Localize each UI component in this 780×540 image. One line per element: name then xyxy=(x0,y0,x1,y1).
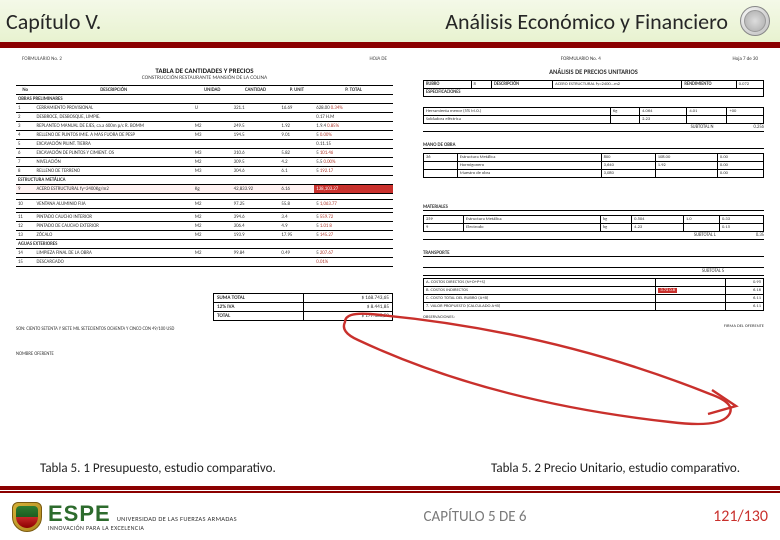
left-title: TABLA DE CANTIDADES Y PRECIOS xyxy=(16,66,393,75)
table-row: 10VENTANA ALUMINIO FIJAM297.2555.85 1,06… xyxy=(16,200,393,209)
table-row: 5EXCAVACIÓN PILINT. TIERRA0.11.15 xyxy=(16,140,393,149)
table-row: 15DESCARGADO 0.01% xyxy=(16,258,393,267)
table-row: 12PINTADO DE CAUCHO EXTERIORM2306.44.95 … xyxy=(16,222,393,231)
totals-box: SUMA TOTAL$ 168.743,65 12% IVA$ 8.441,85… xyxy=(213,293,393,321)
logo-espe: ESPE UNIVERSIDAD DE LAS FUERZAS ARMADAS … xyxy=(12,501,237,532)
seal-icon xyxy=(740,6,770,36)
content-area: FORMULARIO No. 2 HOJA DE TABLA DE CANTID… xyxy=(0,48,780,484)
right-observations: OBSERVACIONES: xyxy=(423,315,764,320)
totals-note: SON: CIENTO SETENTA Y SIETE MIL SETECIEN… xyxy=(16,327,393,332)
page-number: 121/130 xyxy=(713,507,768,526)
apu-header-table: RUBRO 8 DESCRIPCIÓN ACERO ESTRUCTURAL fy… xyxy=(423,80,764,97)
right-hoja: Hoja 7 de 30 xyxy=(733,56,758,62)
slide-header: Capítulo V. Análisis Económico y Financi… xyxy=(0,0,780,44)
section-title: Análisis Económico y Financiero xyxy=(445,8,728,35)
budget-header-row: No DESCRIPCIÓN UNIDAD CANTIDAD P. UNIT P… xyxy=(16,86,393,95)
right-title: ANÁLISIS DE PRECIOS UNITARIOS xyxy=(423,68,764,76)
table-row: 6EXCAVACIÓN DE PLINTOS Y CIMIENT. OSM331… xyxy=(16,149,393,158)
caption-right: Tabla 5. 2 Precio Unitario, estudio comp… xyxy=(491,461,740,476)
chapter-title: Capítulo V. xyxy=(6,8,101,35)
budget-table: No DESCRIPCIÓN UNIDAD CANTIDAD P. UNIT P… xyxy=(16,85,393,267)
signature-label: NOMBRE OFERENTE xyxy=(16,352,393,357)
table-row: 14LIMPIEZA FINAL DE LA OBRAM299.840.495 … xyxy=(16,249,393,258)
espe-university: UNIVERSIDAD DE LAS FUERZAS ARMADAS xyxy=(117,515,237,523)
table-row: 7NIVELACIÓNM2309.54.25.5 0.00% xyxy=(16,158,393,167)
apu-summary: A. COSTOS DIRECTOS (N+O+P+S)0.95B. COSTO… xyxy=(423,278,764,311)
table-row: 11PINTADO CAUCHO INTERIORM2394.63.45 559… xyxy=(16,213,393,222)
left-form-label: FORMULARIO No. 2 xyxy=(22,56,62,62)
left-document: FORMULARIO No. 2 HOJA DE TABLA DE CANTID… xyxy=(16,56,393,484)
block-transporte: TRANSPORTE SUBTOTAL S xyxy=(423,250,764,276)
right-document: FORMULARIO No. 4 Hoja 7 de 30 ANÁLISIS D… xyxy=(423,56,764,484)
table-row: 9ACERO ESTRUCTURAL fy=2400Kg/m2Kg42,833.… xyxy=(16,185,393,194)
left-hoja: HOJA DE xyxy=(370,56,387,62)
right-signature: FIRMA DEL OFERENTE xyxy=(423,324,764,329)
table-row: 13ZÓCALOM2193.917.955 145.27 xyxy=(16,231,393,240)
chapter-indicator: CAPÍTULO 5 DE 6 xyxy=(424,508,527,526)
left-subtitle: CONSTRUCCIÓN RESTAURANTE MANSIÓN DE LA C… xyxy=(16,75,393,81)
table-row: 2DESBROCE, DESBOSQUE, LIMPIE.0.17 H.M xyxy=(16,113,393,122)
captions-row: Tabla 5. 1 Presupuesto, estudio comparat… xyxy=(0,461,780,476)
block-mano-obra: MANO DE OBRA 36Estructura Metálica800108… xyxy=(423,142,764,178)
table-row: 3REPLANTEO MANUAL DE EJES, ca.a 600m p/c… xyxy=(16,122,393,131)
block-materiales: MATERIALES 259Estructura Metálicakg0.504… xyxy=(423,204,764,240)
shield-icon xyxy=(12,502,42,532)
caption-left: Tabla 5. 1 Presupuesto, estudio comparat… xyxy=(40,461,276,476)
block-equipos: Herramienta menor (5% M.O.)Kg4.0644.01+0… xyxy=(423,107,764,132)
right-form-label: FORMULARIO No. 4 xyxy=(561,56,601,62)
slide-footer: ESPE UNIVERSIDAD DE LAS FUERZAS ARMADAS … xyxy=(0,486,780,540)
table-row: 8RELLENO DE TERRENOM3304.66.15 192.17 xyxy=(16,167,393,176)
table-row: 4RELLENO DE PLINTOS IMIE. A MAS FUORA DE… xyxy=(16,131,393,140)
table-row: 1CERRAMIENTO PROVISIONALU321.116.69628.0… xyxy=(16,104,393,113)
espe-motto: INNOVACIÓN PARA LA EXCELENCIA xyxy=(48,524,237,532)
